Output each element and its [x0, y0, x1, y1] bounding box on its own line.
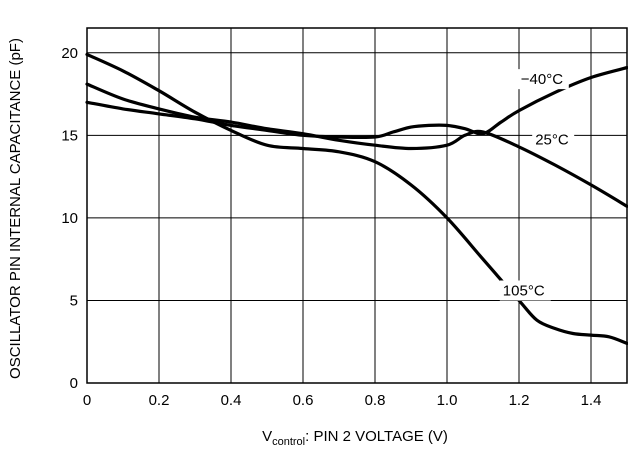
y-tick-label: 0: [70, 375, 78, 392]
x-axis-ticks: 0 0.2 0.4 0.6 0.8 1.0 1.2 1.4: [83, 392, 602, 409]
x-axis-title: Vcontrol: PIN 2 VOLTAGE (V): [262, 428, 448, 448]
plot-frame: [86, 27, 628, 384]
series-label-bg: [499, 280, 551, 301]
series-label-bg: [517, 69, 569, 90]
x-tick-label: 1.2: [509, 392, 530, 409]
x-tick-label: 0: [83, 392, 91, 409]
x-tick-label: 0.6: [293, 392, 314, 409]
series-labels: −40°C 25°C 105°C: [499, 69, 575, 301]
x-tick-label: 0.4: [221, 392, 242, 409]
series-lines: [85, 52, 628, 345]
series-label-bg: [532, 129, 575, 150]
series-label-105c: 105°C: [503, 282, 545, 299]
x-tick-label: 0.8: [365, 392, 386, 409]
y-axis-title: OSCILLATOR PIN INTERNAL CAPACITANCE (pF): [7, 38, 24, 379]
y-tick-label: 5: [70, 292, 78, 309]
x-tick-label: 1.0: [437, 392, 458, 409]
series-line-105c: [85, 52, 628, 345]
y-tick-label: 10: [61, 210, 78, 227]
series-label-25c: 25°C: [535, 131, 569, 148]
x-tick-label: 1.4: [581, 392, 602, 409]
x-axis-title-rest: : PIN 2 VOLTAGE (V): [305, 428, 448, 445]
y-tick-label: 15: [61, 127, 78, 144]
x-axis-title-main: V: [262, 428, 272, 445]
series-line-25c: [85, 82, 628, 208]
y-tick-label: 20: [61, 45, 78, 62]
series-label-minus40c: −40°C: [521, 71, 563, 88]
y-axis-ticks: 0 5 10 15 20: [61, 45, 78, 392]
x-axis-title-subscript: control: [272, 436, 305, 448]
x-tick-label: 0.2: [149, 392, 170, 409]
